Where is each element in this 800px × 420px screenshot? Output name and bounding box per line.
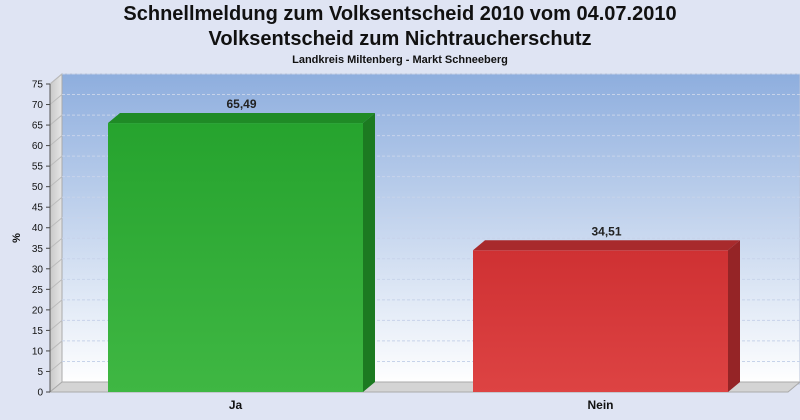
y-tick-label: 45 (32, 203, 44, 214)
chart-subtitle: Volksentscheid zum Nichtraucherschutz (208, 28, 592, 50)
data-label: 65,49 (226, 97, 256, 111)
bar-side-ja (363, 113, 375, 393)
gridline-side (49, 114, 63, 126)
y-tick-label: 60 (32, 141, 44, 152)
plot-area: 0 5 10 15 20 25 30 35 40 45 50 55 60 65 70 75% 65,49 Ja 34… (11, 72, 800, 412)
y-tick-label: 40 (32, 223, 44, 234)
x-tick-label: Ja (229, 398, 243, 412)
chart-title: Schnellmeldung zum Volksentscheid 2010 v… (123, 3, 677, 25)
y-tick-label: 30 (32, 264, 44, 275)
gridline-side (49, 135, 63, 146)
gridline-side (49, 340, 63, 352)
y-tick-label: 50 (32, 182, 44, 193)
chart-region-label: Landkreis Miltenberg - Markt Schneeberg (292, 54, 508, 66)
y-axis-label: % (11, 233, 23, 243)
gridline-side (49, 278, 63, 290)
y-tick-label: 10 (32, 346, 44, 357)
y-tick-label: 65 (32, 121, 44, 132)
gridline-side (49, 258, 63, 270)
y-tick-label: 35 (32, 244, 44, 255)
y-tick-label: 55 (32, 162, 44, 173)
data-label: 34,51 (591, 224, 621, 238)
bar-nein (473, 250, 728, 392)
x-tick-label: Nein (587, 398, 613, 412)
y-tick-label: 20 (32, 305, 44, 316)
gridline-side (49, 155, 63, 167)
bar-top-nein (473, 240, 740, 251)
gridline-side (49, 320, 63, 331)
bar-ja (108, 123, 363, 393)
gridline-side (49, 299, 63, 311)
gridline-side (49, 94, 63, 105)
bar-top-ja (108, 113, 375, 124)
bar-side-nein (728, 240, 740, 392)
gridline-side (49, 237, 63, 249)
y-tick-label: 0 (37, 388, 43, 399)
gridline-side (49, 73, 63, 85)
gridline-side (49, 196, 63, 208)
y-tick-label: 15 (32, 326, 44, 337)
y-tick-label: 25 (32, 285, 44, 296)
gridline-side (49, 217, 63, 229)
gridline-side (49, 176, 63, 188)
y-tick-label: 75 (32, 80, 44, 91)
gridline-side (49, 361, 63, 372)
y-tick-label: 70 (32, 100, 44, 111)
y-tick-label: 5 (37, 367, 43, 378)
plot-side-wall (49, 72, 63, 394)
